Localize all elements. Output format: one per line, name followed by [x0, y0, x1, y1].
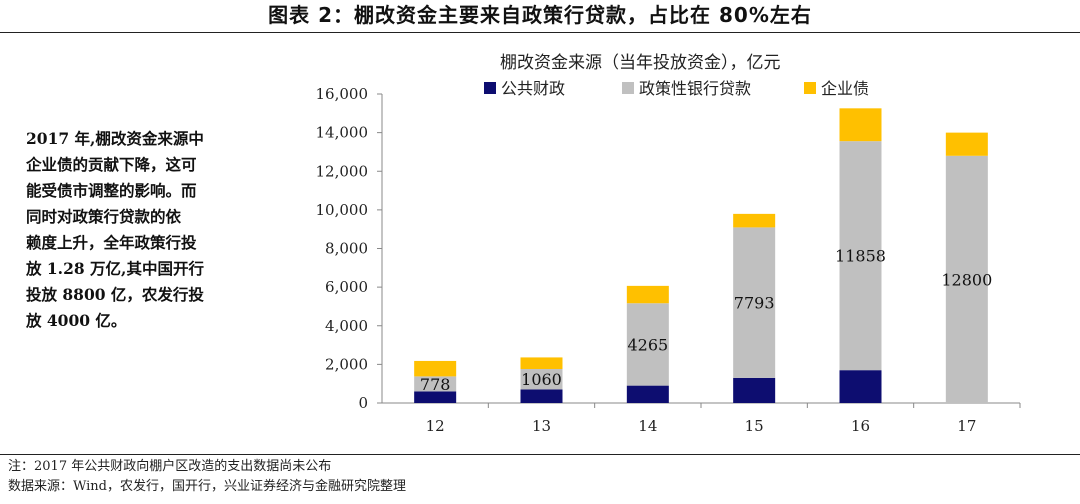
x-tick-label: 14: [638, 417, 657, 435]
bar-corporate-bonds: [839, 108, 882, 142]
legend-label: 政策性银行贷款: [639, 79, 751, 98]
legend-label: 企业债: [821, 79, 869, 98]
y-tick-label: 16,000: [316, 85, 369, 103]
bar-policy-loans: [733, 227, 776, 378]
y-tick-label: 14,000: [316, 124, 369, 142]
x-tick-label: 15: [745, 417, 764, 435]
y-tick-label: 8,000: [325, 240, 368, 258]
y-tick-label: 12,000: [316, 162, 369, 180]
x-tick-label: 17: [957, 417, 976, 435]
commentary-line: 2017 年,棚改资金来源中: [26, 129, 204, 148]
data-label: 778: [420, 375, 451, 394]
stacked-bar-chart: 0 2,000 4,000 6,000 8,000 10,000 12,000 14,000 1…: [316, 79, 1021, 435]
title-divider: [0, 32, 1080, 33]
y-tick-label: 6,000: [325, 278, 368, 296]
commentary-line: 同时对政策行贷款的依: [26, 207, 182, 226]
commentary-line: 投放 8800 亿，农发行投: [26, 285, 204, 304]
data-label: 7793: [734, 294, 775, 313]
bar-public-finance: [414, 391, 457, 403]
bar-policy-loans: [414, 376, 457, 392]
y-tick-label: 2,000: [325, 355, 368, 373]
commentary-line: 企业债的贡献下降，这可: [26, 155, 197, 174]
y-tick-label: 0: [358, 394, 368, 412]
bar-policy-loans: [945, 155, 988, 403]
x-tick-label: 16: [851, 417, 870, 435]
bar-policy-loans: [520, 369, 563, 390]
legend-swatch-corporate-bonds: [804, 82, 816, 94]
data-label: 4265: [627, 335, 668, 354]
data-source: 数据来源：Wind，农发行，国开行，兴业证券经济与金融研究院整理: [8, 479, 406, 494]
legend-label: 公共财政: [501, 79, 565, 98]
bar-public-finance: [733, 377, 776, 403]
bar-corporate-bonds: [945, 132, 988, 156]
bar-corporate-bonds: [520, 357, 563, 370]
x-tick-label: 12: [426, 417, 445, 435]
figure-title: 图表 2：棚改资金主要来自政策行贷款，占比在 80%左右: [268, 3, 812, 27]
legend-swatch-policy-loans: [622, 82, 634, 94]
data-label: 11858: [835, 247, 886, 266]
bar-corporate-bonds: [733, 213, 776, 228]
x-tick-label: 13: [532, 417, 551, 435]
bar-public-finance: [839, 370, 882, 403]
footer-divider: [0, 454, 1080, 455]
y-tick-label: 4,000: [325, 317, 368, 335]
data-label: 12800: [941, 270, 992, 289]
legend-swatch-public-finance: [484, 82, 496, 94]
commentary-line: 赖度上升，全年政策行投: [26, 233, 197, 252]
bar-public-finance: [520, 389, 563, 403]
chart-note: 注：2017 年公共财政向棚户区改造的支出数据尚未公布: [8, 459, 332, 474]
bar-corporate-bonds: [414, 360, 457, 377]
bar-public-finance: [626, 385, 669, 403]
commentary-line: 放 4000 亿。: [26, 311, 127, 330]
chart-title: 棚改资金来源（当年投放资金），亿元: [500, 53, 781, 73]
commentary-line: 放 1.28 万亿,其中国开行: [26, 259, 204, 278]
y-tick-label: 10,000: [316, 201, 369, 219]
bar-policy-loans: [626, 303, 669, 386]
commentary-text: 2017 年,棚改资金来源中 企业债的贡献下降，这可 能受债市调整的影响。而 同…: [26, 126, 248, 334]
bar-policy-loans: [839, 141, 882, 371]
commentary-line: 能受债市调整的影响。而: [26, 181, 197, 200]
data-label: 1060: [521, 370, 562, 389]
bar-corporate-bonds: [626, 285, 669, 304]
